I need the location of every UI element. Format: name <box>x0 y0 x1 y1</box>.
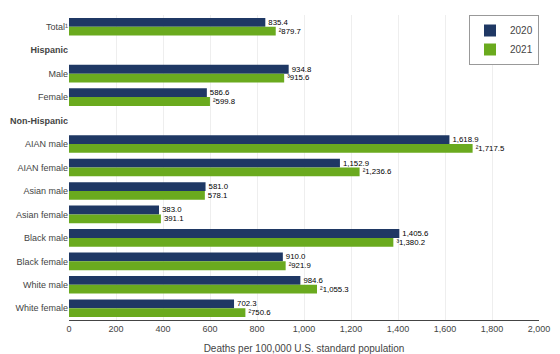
svg-text:200: 200 <box>108 324 123 334</box>
svg-text:600: 600 <box>202 324 217 334</box>
svg-text:391.1: 391.1 <box>164 214 184 223</box>
svg-text:2021: 2021 <box>510 44 533 55</box>
svg-text:Female: Female <box>38 92 68 102</box>
svg-text:800: 800 <box>249 324 264 334</box>
svg-text:2,000: 2,000 <box>528 324 551 334</box>
svg-text:2020: 2020 <box>510 25 533 36</box>
svg-text:²879.7: ²879.7 <box>279 27 301 36</box>
svg-text:Asian female: Asian female <box>16 210 68 220</box>
svg-text:²599.8: ²599.8 <box>213 97 235 106</box>
svg-text:White female: White female <box>15 303 68 313</box>
svg-text:910.0: 910.0 <box>286 252 306 261</box>
svg-text:1,000: 1,000 <box>293 324 316 334</box>
svg-text:²1,717.5: ²1,717.5 <box>476 144 505 153</box>
svg-text:0: 0 <box>66 324 71 334</box>
svg-text:581.0: 581.0 <box>209 182 229 191</box>
svg-text:1,152.9: 1,152.9 <box>343 159 369 168</box>
svg-text:Non-Hispanic: Non-Hispanic <box>10 116 68 126</box>
svg-text:Male: Male <box>48 69 68 79</box>
svg-text:400: 400 <box>155 324 170 334</box>
svg-text:AIAN male: AIAN male <box>25 139 68 149</box>
svg-text:³915.6: ³915.6 <box>287 73 309 82</box>
svg-text:1,400: 1,400 <box>387 324 410 334</box>
svg-text:984.6: 984.6 <box>303 276 323 285</box>
svg-text:²1,055.3: ²1,055.3 <box>320 285 349 294</box>
svg-text:578.1: 578.1 <box>208 191 228 200</box>
svg-text:934.8: 934.8 <box>292 65 312 74</box>
svg-text:835.4: 835.4 <box>268 18 288 27</box>
svg-text:White male: White male <box>23 280 68 290</box>
svg-text:Hispanic: Hispanic <box>30 45 68 55</box>
svg-text:586.6: 586.6 <box>210 88 230 97</box>
svg-text:AIAN female: AIAN female <box>17 163 68 173</box>
svg-text:1,200: 1,200 <box>340 324 363 334</box>
svg-text:³1,380.2: ³1,380.2 <box>396 238 425 247</box>
svg-text:²921.9: ²921.9 <box>289 261 311 270</box>
svg-text:1,405.6: 1,405.6 <box>402 229 428 238</box>
svg-text:²1,236.6: ²1,236.6 <box>363 167 392 176</box>
svg-text:Asian male: Asian male <box>23 186 68 196</box>
svg-text:²750.6: ²750.6 <box>248 308 270 317</box>
svg-text:383.0: 383.0 <box>162 205 182 214</box>
svg-text:1,600: 1,600 <box>434 324 457 334</box>
svg-text:Deaths per 100,000 U.S. standa: Deaths per 100,000 U.S. standard populat… <box>204 343 405 354</box>
svg-text:Black male: Black male <box>24 233 68 243</box>
svg-text:702.3: 702.3 <box>237 299 257 308</box>
svg-text:Total¹: Total¹ <box>46 22 68 32</box>
svg-text:1,618.9: 1,618.9 <box>452 135 478 144</box>
svg-text:Black female: Black female <box>16 257 68 267</box>
svg-text:1,800: 1,800 <box>481 324 504 334</box>
